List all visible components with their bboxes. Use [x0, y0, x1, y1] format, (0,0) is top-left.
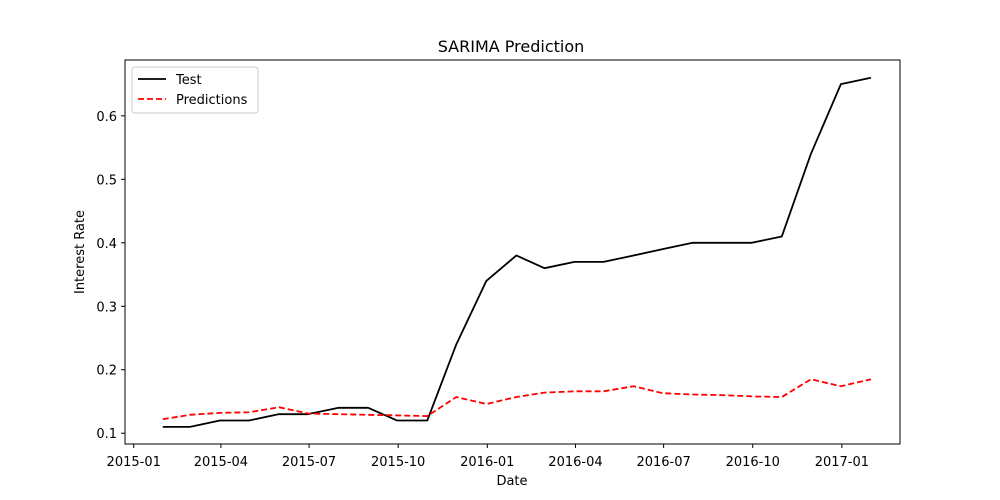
- x-tick-label: 2016-04: [548, 455, 602, 470]
- series-test: [162, 76, 872, 428]
- series-predictions: [162, 378, 872, 421]
- y-tick-label: 0.6: [96, 110, 117, 125]
- x-axis: 2015-01 2015-04 2015-07 2015-10 2016-01 2016-…: [107, 444, 869, 470]
- chart-title: SARIMA Prediction: [438, 37, 585, 56]
- series-layer: [162, 76, 872, 428]
- legend-label-predictions: Predictions: [176, 93, 248, 108]
- x-tick-label: 2017-01: [815, 455, 869, 470]
- x-tick-label: 2015-10: [371, 455, 425, 470]
- x-tick-label: 2015-01: [107, 455, 161, 470]
- y-tick-label: 0.1: [96, 427, 117, 442]
- y-tick-label: 0.4: [96, 237, 117, 252]
- legend-label-test: Test: [175, 73, 202, 88]
- y-tick-label: 0.2: [96, 364, 117, 379]
- y-tick-label: 0.5: [96, 173, 117, 188]
- plot-frame: [124, 59, 901, 445]
- y-axis-label: Interest Rate: [73, 210, 88, 294]
- legend: Test Predictions: [131, 66, 259, 114]
- x-tick-label: 2016-07: [636, 455, 690, 470]
- x-tick-label: 2016-10: [726, 455, 780, 470]
- y-tick-label: 0.3: [96, 300, 117, 315]
- x-tick-label: 2016-01: [460, 455, 514, 470]
- x-tick-label: 2015-07: [282, 455, 336, 470]
- y-axis: 0.1 0.2 0.3 0.4 0.5 0.6: [96, 110, 125, 442]
- x-axis-label: Date: [496, 474, 527, 489]
- x-tick-label: 2015-04: [194, 455, 248, 470]
